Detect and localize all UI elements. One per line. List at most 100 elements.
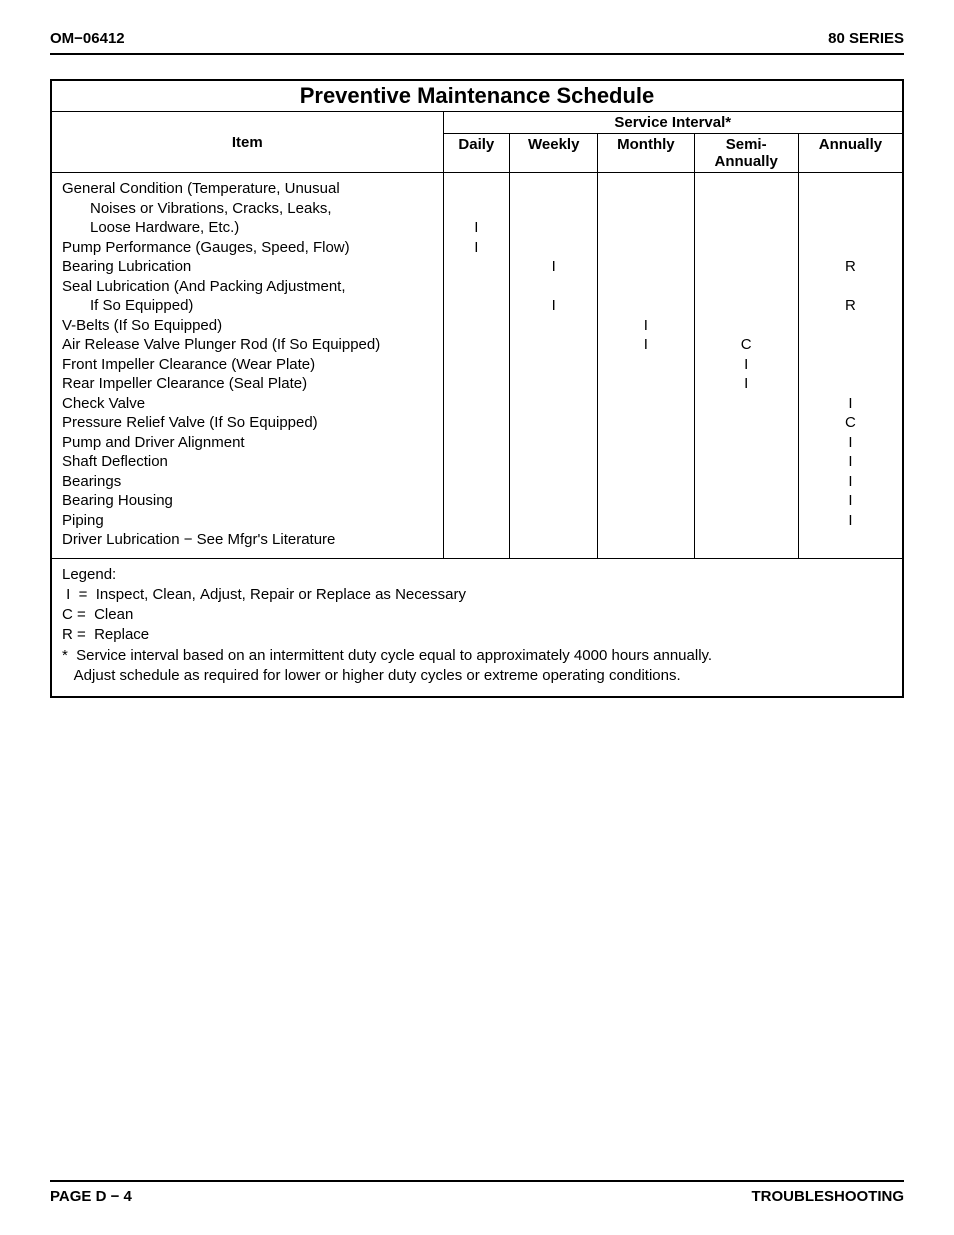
value-cell: [598, 296, 694, 316]
value-cell: [510, 238, 598, 258]
value-cell: [443, 199, 510, 219]
value-cell: R: [798, 296, 902, 316]
value-cell: [598, 257, 694, 277]
value-cell: [798, 238, 902, 258]
value-cell: [510, 472, 598, 492]
item-cell: Seal Lubrication (And Packing Adjustment…: [52, 277, 443, 297]
item-cell: Piping: [52, 511, 443, 531]
value-cell: [443, 173, 510, 199]
item-cell: Shaft Deflection: [52, 452, 443, 472]
value-cell: [443, 316, 510, 336]
value-cell: [694, 452, 798, 472]
value-cell: [598, 452, 694, 472]
value-cell: [694, 472, 798, 492]
footer-right: TROUBLESHOOTING: [752, 1188, 905, 1205]
table-row: PipingI: [52, 511, 902, 531]
value-cell: [510, 394, 598, 414]
table-row: Check ValveI: [52, 394, 902, 414]
value-cell: [598, 413, 694, 433]
value-cell: [798, 173, 902, 199]
item-cell: V-Belts (If So Equipped): [52, 316, 443, 336]
table-row: Rear Impeller Clearance (Seal Plate)I: [52, 374, 902, 394]
value-cell: [510, 374, 598, 394]
value-cell: [598, 199, 694, 219]
value-cell: [798, 199, 902, 219]
value-cell: [510, 218, 598, 238]
value-cell: I: [694, 355, 798, 375]
table-header-row-1: Item Service Interval*: [52, 112, 902, 134]
value-cell: [798, 355, 902, 375]
item-cell: If So Equipped): [52, 296, 443, 316]
value-cell: [694, 199, 798, 219]
item-cell: Pressure Relief Valve (If So Equipped): [52, 413, 443, 433]
spacer: [50, 698, 904, 1156]
value-cell: [443, 296, 510, 316]
value-cell: [443, 452, 510, 472]
value-cell: [510, 530, 598, 558]
page-header: OM−06412 80 SERIES: [50, 30, 904, 55]
table-row: Pressure Relief Valve (If So Equipped)C: [52, 413, 902, 433]
value-cell: [510, 433, 598, 453]
value-cell: [510, 413, 598, 433]
value-cell: C: [694, 335, 798, 355]
value-cell: I: [598, 316, 694, 336]
value-cell: [443, 433, 510, 453]
value-cell: [510, 511, 598, 531]
value-cell: I: [798, 472, 902, 492]
item-cell: Driver Lubrication − See Mfgr's Literatu…: [52, 530, 443, 558]
table-row: General Condition (Temperature, Unusual: [52, 173, 902, 199]
value-cell: [798, 530, 902, 558]
page-footer: PAGE D − 4 TROUBLESHOOTING: [50, 1180, 904, 1205]
item-cell: Loose Hardware, Etc.): [52, 218, 443, 238]
value-cell: [598, 238, 694, 258]
table-row: Air Release Valve Plunger Rod (If So Equ…: [52, 335, 902, 355]
item-cell: General Condition (Temperature, Unusual: [52, 173, 443, 199]
value-cell: [798, 335, 902, 355]
item-cell: Front Impeller Clearance (Wear Plate): [52, 355, 443, 375]
item-cell: Noises or Vibrations, Cracks, Leaks,: [52, 199, 443, 219]
value-cell: [443, 530, 510, 558]
value-cell: [598, 472, 694, 492]
legend-row: Legend: I = Inspect, Clean, Adjust, Repa…: [52, 558, 902, 696]
maintenance-table: Preventive Maintenance Schedule Item Ser…: [52, 81, 902, 696]
value-cell: [694, 511, 798, 531]
value-cell: R: [798, 257, 902, 277]
value-cell: I: [443, 238, 510, 258]
table-row: V-Belts (If So Equipped) I: [52, 316, 902, 336]
item-cell: Bearing Housing: [52, 491, 443, 511]
value-cell: [694, 173, 798, 199]
table-row: Seal Lubrication (And Packing Adjustment…: [52, 277, 902, 297]
service-interval-header: Service Interval*: [443, 112, 902, 134]
table-row: Shaft Deflection I: [52, 452, 902, 472]
value-cell: [598, 355, 694, 375]
value-cell: [598, 277, 694, 297]
value-cell: [798, 218, 902, 238]
column-header: Weekly: [510, 134, 598, 173]
item-cell: Pump and Driver Alignment: [52, 433, 443, 453]
value-cell: I: [510, 257, 598, 277]
column-header: Monthly: [598, 134, 694, 173]
value-cell: [694, 277, 798, 297]
value-cell: [443, 491, 510, 511]
value-cell: [694, 296, 798, 316]
item-cell: Bearing Lubrication: [52, 257, 443, 277]
value-cell: [598, 511, 694, 531]
item-header: Item: [52, 112, 443, 173]
value-cell: I: [798, 433, 902, 453]
page: OM−06412 80 SERIES Preventive Maintenanc…: [0, 0, 954, 1235]
value-cell: I: [798, 452, 902, 472]
value-cell: I: [694, 374, 798, 394]
table-row: Pump Performance (Gauges, Speed, Flow)I: [52, 238, 902, 258]
value-cell: I: [443, 218, 510, 238]
value-cell: [694, 491, 798, 511]
value-cell: [598, 374, 694, 394]
value-cell: [443, 335, 510, 355]
column-header: Annually: [798, 134, 902, 173]
value-cell: [798, 316, 902, 336]
value-cell: [598, 530, 694, 558]
table-title-row: Preventive Maintenance Schedule: [52, 81, 902, 112]
value-cell: [694, 413, 798, 433]
value-cell: [598, 433, 694, 453]
value-cell: [798, 374, 902, 394]
value-cell: [510, 355, 598, 375]
